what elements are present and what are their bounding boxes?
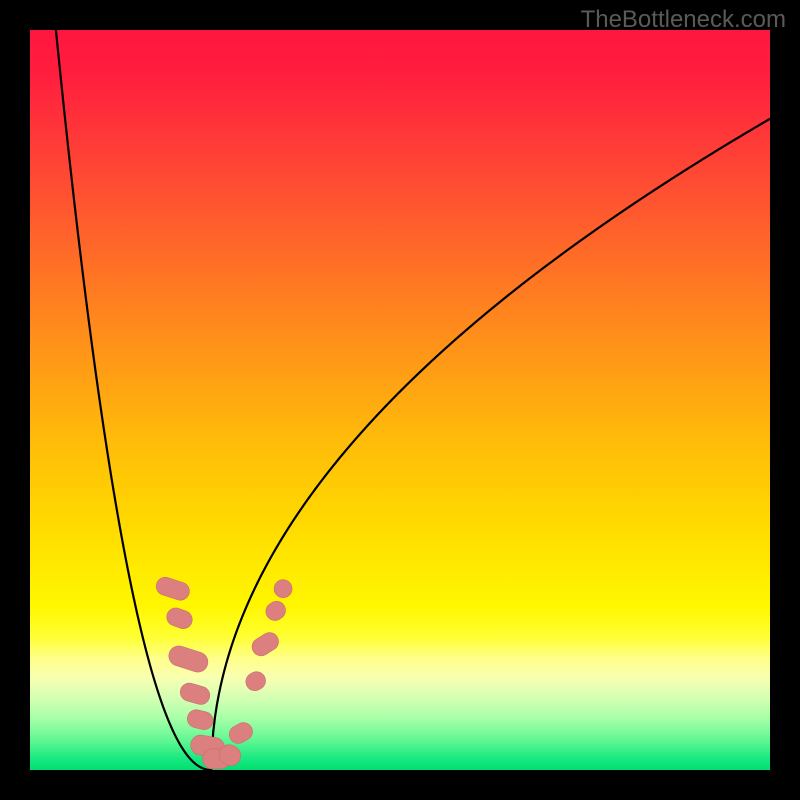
chart-container: TheBottleneck.com	[0, 0, 800, 800]
plot-background	[30, 30, 770, 770]
watermark-text: TheBottleneck.com	[581, 6, 786, 34]
bottleneck-chart	[0, 0, 800, 800]
